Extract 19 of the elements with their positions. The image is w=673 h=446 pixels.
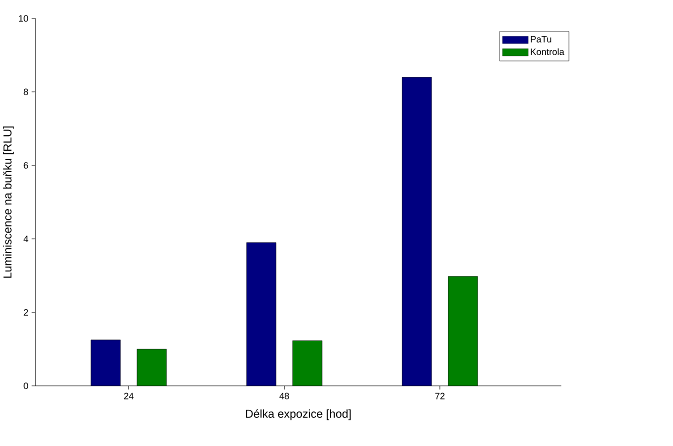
bar: [448, 276, 478, 386]
y-axis-title: Luminiscence na buňku [RLU]: [3, 126, 14, 278]
bar: [292, 340, 322, 386]
x-tick-label: 48: [279, 392, 290, 400]
x-axis-title: Délka expozice [hod]: [246, 409, 351, 420]
bar: [90, 340, 121, 386]
bar: [246, 242, 276, 386]
legend-label: Kontrola: [530, 48, 564, 56]
x-tick-label: 72: [435, 392, 445, 400]
y-tick-label: 0: [24, 382, 28, 390]
y-tick-label: 10: [18, 15, 28, 22]
y-tick-label: 6: [24, 162, 28, 169]
legend-label: PaTu: [530, 36, 552, 43]
bar: [136, 349, 167, 386]
y-tick-label: 8: [24, 88, 28, 96]
x-tick-label: 24: [124, 392, 134, 400]
y-tick-label: 4: [24, 236, 28, 242]
y-tick-label: 2: [24, 309, 28, 316]
bar: [402, 77, 432, 386]
